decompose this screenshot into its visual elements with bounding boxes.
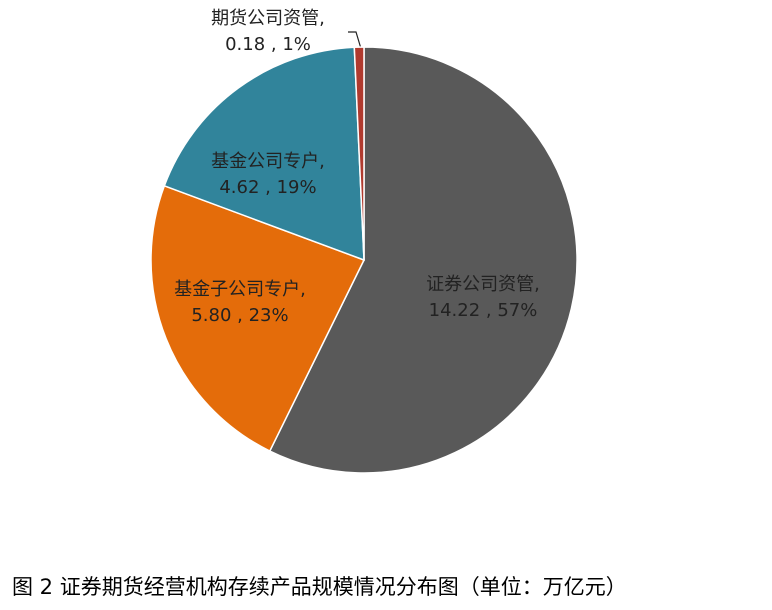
pie-slice <box>163 46 365 262</box>
pie-slice <box>353 46 365 261</box>
slice-category-label: 基金子公司专户, <box>174 279 306 300</box>
slice-value-label: 14.22 , 57% <box>429 300 538 321</box>
slice-category-label: 基金公司专户, <box>211 151 325 172</box>
leader-line <box>348 31 363 53</box>
pie-slice <box>268 46 578 474</box>
chart-title: 图 2 证券期货经营机构存续产品规模情况分布图（单位：万亿元） <box>12 575 627 599</box>
slice-category-label: 证券公司资管, <box>426 274 540 295</box>
slice-value-label: 4.62 , 19% <box>219 177 316 198</box>
pie-slice <box>150 184 366 453</box>
slice-value-label: 5.80 , 23% <box>191 305 288 326</box>
slice-value-label: 0.18 , 1% <box>225 34 311 55</box>
slice-category-label: 期货公司资管, <box>211 8 325 29</box>
